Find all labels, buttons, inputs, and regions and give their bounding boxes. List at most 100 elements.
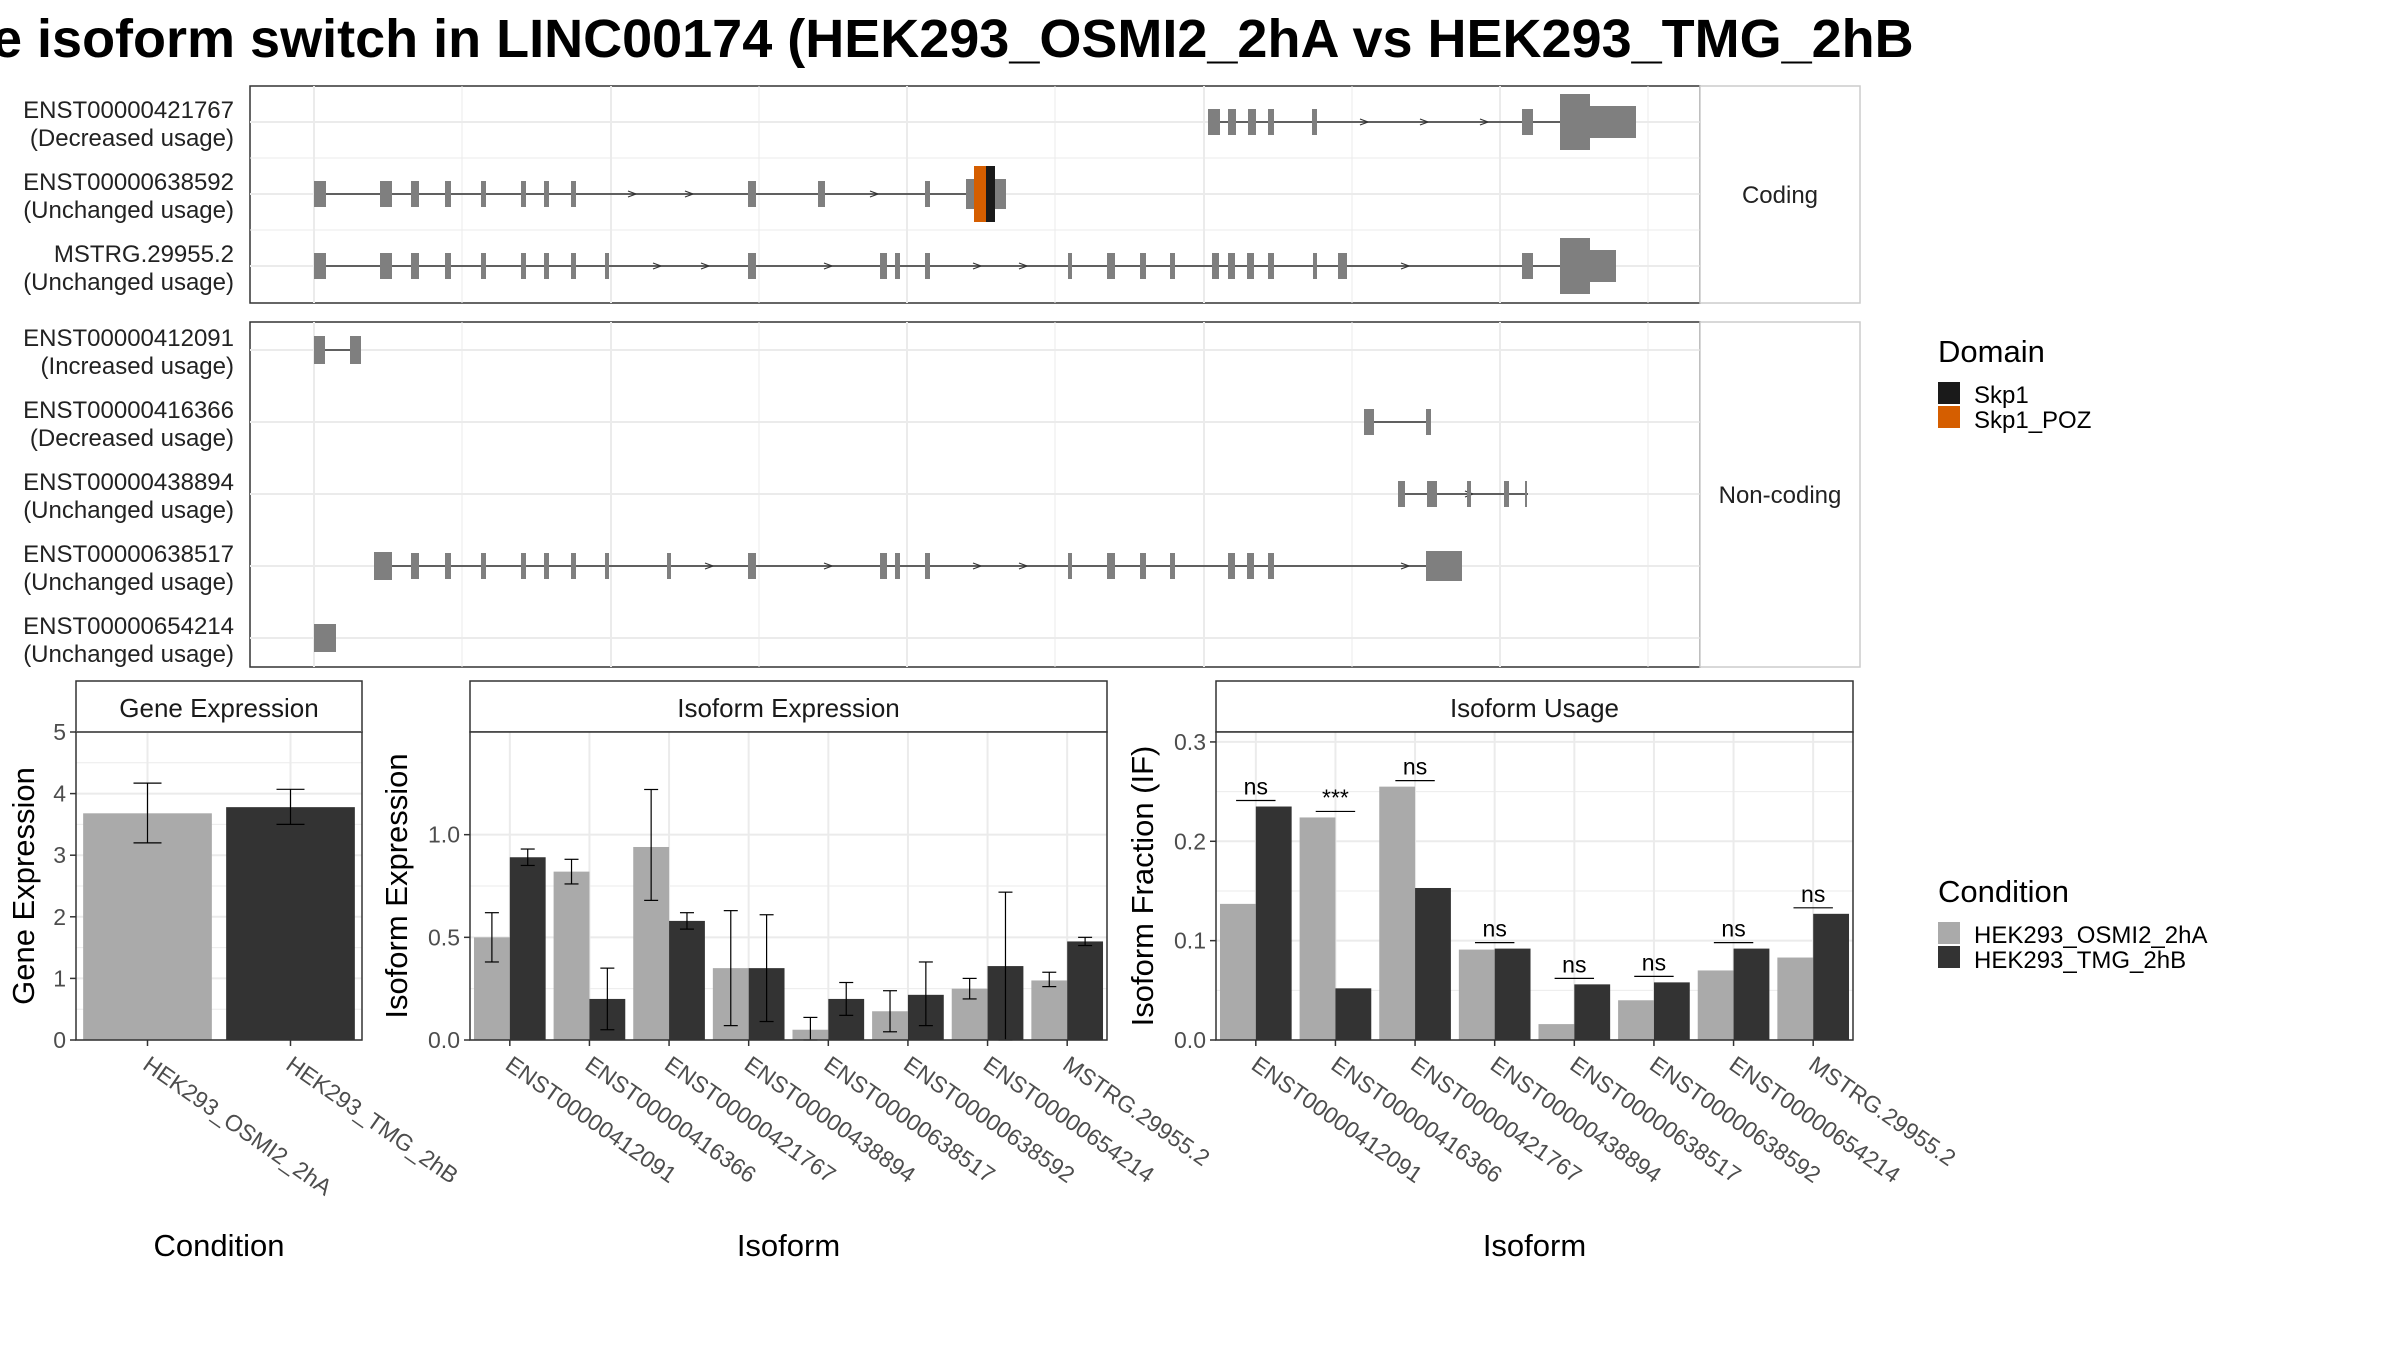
domain-skp1-poz-mark [974,166,986,222]
significance-label: *** [1322,784,1349,810]
transcript-id: ENST00000638517 [23,541,234,568]
y-tick-label: 3 [53,842,66,868]
condition-legend-swatch [1938,946,1960,968]
y-tick-label: 2 [53,904,66,930]
significance-label: ns [1562,951,1586,977]
plot-border [75,731,363,1041]
transcript-model-ENST00000654214 [314,624,336,652]
transcript-id: ENST00000416366 [23,397,234,424]
domain-legend-title: Domain [1938,334,2045,369]
bar [83,813,212,1040]
bar [226,807,355,1040]
y-axis-title: Isoform Fraction (IF) [1125,746,1160,1027]
transcript-id: ENST00000421767 [23,97,234,124]
significance-label: ns [1483,916,1507,942]
transcript-id: ENST00000412091 [23,325,234,352]
bar [1697,970,1734,1040]
condition-legend-title: Condition [1938,874,2069,909]
transcript-model-ENST00000416366 [1364,409,1431,435]
y-tick-label: 1 [53,965,66,991]
bar [1255,806,1292,1040]
bar [1299,817,1336,1040]
y-tick-label: 0.1 [1174,928,1206,954]
domain-legend-label: Skp1 [1974,382,2029,409]
y-tick-label: 0.0 [1174,1027,1206,1053]
bar [1219,903,1256,1040]
transcript-model-ENST00000638592 [314,166,1006,222]
transcript-usage: (Unchanged usage) [23,641,234,668]
domain-skp1-mark [986,166,995,222]
transcript-model-ENST00000412091 [314,336,361,364]
transcript-id: ENST00000638592 [23,169,234,196]
transcript-usage: (Unchanged usage) [23,197,234,224]
isoform-usage-chart: Isoform Usage 0.0 0.1 0.2 0.3 ns *** ns ns ns ns ns… [1125,680,1961,1263]
y-tick-label: 0.5 [428,924,460,950]
transcript-usage: (Increased usage) [41,353,234,380]
bar [1458,949,1495,1040]
transcript-id: ENST00000654214 [23,613,234,640]
bar [1415,887,1451,1040]
domain-legend-label: Skp1_POZ [1974,407,2091,434]
y-tick-label: 0.3 [1174,729,1206,755]
y-axis-title: Gene Expression [6,767,41,1005]
chart-title: Isoform Usage [1450,693,1619,723]
chart-strip [469,680,1108,733]
x-axis-title: Condition [154,1228,285,1263]
bar [669,920,705,1040]
isoform-expression-chart: Isoform Expression0.00.51.0ENST000004120… [379,680,1215,1263]
transcript-model-ENST00000438894 [1398,481,1528,507]
transcript-usage: (Unchanged usage) [23,497,234,524]
bar [1574,984,1611,1040]
bar [1031,980,1068,1040]
significance-label: ns [1403,754,1427,780]
transcript-usage: (Decreased usage) [30,125,234,152]
transcript-id: MSTRG.29955.2 [54,241,234,268]
domain-legend-swatch [1938,382,1960,404]
chart-strip [75,680,363,733]
y-tick-label: 4 [53,781,66,807]
y-tick-label: 0.2 [1174,828,1206,854]
bar [1494,948,1531,1040]
transcript-model-ENST00000421767 [1208,94,1636,150]
bar [553,871,590,1040]
condition-legend-swatch [1938,922,1960,944]
bar [1618,1000,1654,1040]
y-axis-title: Isoform Expression [379,753,414,1018]
bar [1813,913,1850,1040]
x-axis-title: Isoform [1483,1228,1586,1263]
domain-legend-swatch [1938,406,1960,428]
significance-label: ns [1721,916,1745,942]
coding-strip-label: Coding [1742,182,1818,209]
domain-legend: Domain Skp1 Skp1_POZ [1938,334,2091,434]
figure-title: e isoform switch in LINC00174 (HEK293_OS… [0,9,1914,69]
bar [1067,941,1104,1040]
bar [1335,988,1372,1040]
plot-border [469,731,1108,1041]
y-tick-label: 0 [53,1027,66,1053]
transcript-usage: (Unchanged usage) [23,269,234,296]
bar [1777,957,1814,1040]
bar [1733,948,1770,1040]
condition-legend-label: HEK293_TMG_2hB [1974,947,2186,974]
bar [1653,982,1690,1040]
transcript-model-MSTRG.29955.2 [314,238,1616,294]
bar [1538,1024,1575,1040]
condition-legend: Condition HEK293_OSMI2_2hA HEK293_TMG_2h… [1938,874,2207,974]
noncoding-strip-label: Non-coding [1719,482,1842,509]
chart-title: Isoform Expression [677,693,900,723]
y-tick-label: 0.0 [428,1027,460,1053]
x-axis-title: Isoform [737,1228,840,1263]
transcript-usage: (Unchanged usage) [23,569,234,596]
plot-border [1215,731,1854,1041]
transcript-id: ENST00000438894 [23,469,234,496]
bar [509,857,546,1040]
bar [1379,786,1416,1040]
y-tick-label: 5 [53,719,66,745]
significance-label: ns [1642,949,1666,975]
chart-title: Gene Expression [119,693,318,723]
condition-legend-label: HEK293_OSMI2_2hA [1974,922,2207,949]
significance-label: ns [1801,881,1825,907]
transcript-usage: (Decreased usage) [30,425,234,452]
transcript-model-ENST00000638517 [374,551,1462,581]
